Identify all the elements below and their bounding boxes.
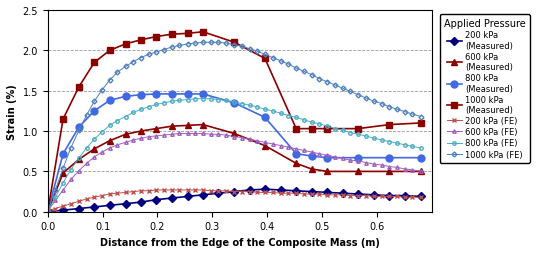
X-axis label: Distance from the Edge of the Composite Mass (m): Distance from the Edge of the Composite … bbox=[100, 237, 380, 247]
Legend: 200 kPa
(Measured), 600 kPa
(Measured), 800 kPa
(Measured), 1000 kPa
(Measured),: 200 kPa (Measured), 600 kPa (Measured), … bbox=[440, 15, 529, 163]
Y-axis label: Strain (%): Strain (%) bbox=[7, 84, 17, 139]
